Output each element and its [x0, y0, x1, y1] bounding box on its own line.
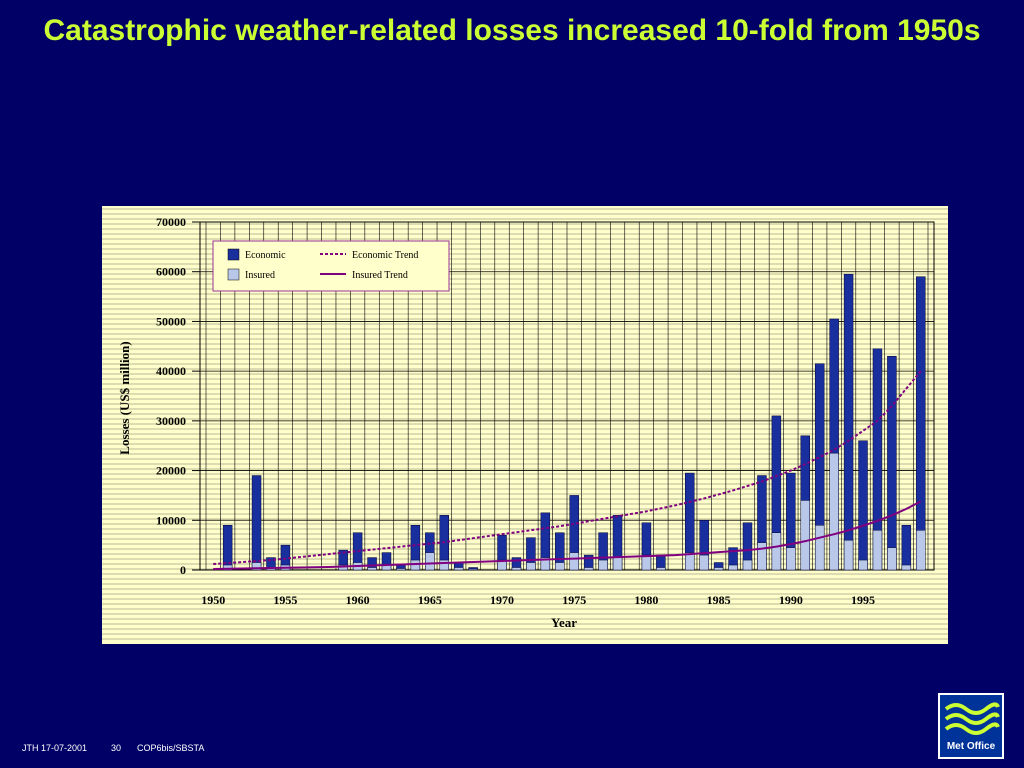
- bar-insured: [540, 557, 551, 571]
- plot-area-border: [199, 221, 935, 571]
- y-tick-label: 50000: [156, 314, 186, 328]
- slide-title: Catastrophic weather-related losses incr…: [43, 14, 981, 47]
- bar-insured: [526, 562, 536, 571]
- x-tick-label: 1990: [779, 593, 803, 607]
- bar-insured: [367, 567, 377, 571]
- x-tick-label: 1995: [851, 593, 875, 607]
- legend-label-economic-trend: Economic Trend: [352, 250, 418, 261]
- x-tick-label: 1980: [634, 593, 658, 607]
- bar-insured: [685, 552, 695, 571]
- legend-swatch-insured: [227, 268, 240, 281]
- losses-chart: 0 10000 20000 30000 40000 50000 60000 70000 195…: [102, 208, 948, 640]
- waves-icon: [944, 702, 1000, 735]
- logo-text: Met Office: [946, 741, 996, 752]
- x-tick-label: 1970: [490, 593, 514, 607]
- legend: Economic Insured Economic Trend Insured …: [212, 240, 450, 292]
- bar-insured: [641, 554, 652, 571]
- x-tick-label: 1955: [273, 593, 297, 607]
- bar-insured: [396, 568, 406, 571]
- footer-author-date: JTH 17-07-2001: [22, 743, 88, 753]
- y-tick-label: 40000: [156, 364, 186, 378]
- bar-economic: [251, 475, 262, 571]
- bar-insured: [916, 529, 926, 571]
- x-axis-label: Year: [551, 615, 577, 630]
- footer-page-number: 30: [111, 743, 122, 753]
- bar-insured: [800, 500, 810, 571]
- insured-trend-line: [213, 500, 922, 571]
- chart-frame: 0 10000 20000 30000 40000 50000 60000 70000 195…: [102, 206, 948, 644]
- bar-insured: [583, 567, 594, 571]
- bar-insured: [713, 567, 724, 571]
- bar-insured: [569, 552, 579, 571]
- y-tick-labels: 0 10000 20000 30000 40000 50000 60000 70000: [156, 215, 200, 577]
- y-tick-label: 70000: [156, 215, 186, 229]
- bar-insured: [786, 547, 796, 571]
- bar-insured: [742, 559, 753, 571]
- bar-insured: [887, 547, 897, 571]
- bar-insured: [251, 562, 262, 571]
- bar-insured: [222, 564, 233, 571]
- y-tick-label: 20000: [156, 464, 186, 478]
- y-axis-label: Losses (US$ million): [117, 341, 132, 454]
- footer-event: COP6bis/SBSTA: [137, 743, 205, 753]
- legend-label-insured-trend: Insured Trend: [352, 270, 408, 281]
- bar-insured: [511, 567, 522, 571]
- x-tick-label: 1985: [707, 593, 731, 607]
- bar-economic: [887, 355, 897, 571]
- bar-insured: [699, 554, 709, 571]
- y-tick-label: 60000: [156, 265, 186, 279]
- x-tick-label: 1950: [201, 593, 225, 607]
- x-tick-label: 1965: [418, 593, 442, 607]
- bar-insured: [555, 562, 565, 571]
- bar-insured: [829, 452, 839, 571]
- bar-insured: [425, 552, 435, 571]
- x-tick-label: 1975: [562, 593, 586, 607]
- bar-insured: [598, 559, 608, 571]
- bar-insured: [453, 567, 464, 571]
- bar-economic: [901, 525, 912, 571]
- bar-insured: [757, 542, 767, 571]
- bar-insured: [728, 564, 738, 571]
- met-office-logo: Met Office: [938, 693, 1004, 759]
- y-tick-label: 10000: [156, 513, 186, 527]
- x-tick-labels: 1950 1955 1960 1965 1970 1975 1980 1985 1990 1995: [201, 593, 875, 607]
- y-tick-label: 30000: [156, 414, 186, 428]
- bar-insured: [656, 567, 666, 571]
- trend-lines: [213, 370, 922, 571]
- legend-label-economic: Economic: [245, 250, 286, 261]
- legend-label-insured: Insured: [245, 270, 275, 281]
- bar-economic: [843, 273, 854, 571]
- x-tick-label: 1960: [346, 593, 370, 607]
- y-tick-label: 0: [180, 563, 186, 577]
- bar-economic: [858, 440, 868, 571]
- bar-insured: [901, 564, 912, 571]
- bar-economic: [916, 276, 926, 571]
- bar-insured: [814, 525, 825, 571]
- economic-trend-line: [213, 370, 922, 566]
- bar-insured: [771, 532, 782, 571]
- legend-swatch-economic: [227, 248, 240, 261]
- bar-insured: [872, 529, 883, 571]
- bar-insured: [439, 559, 449, 571]
- bar-insured: [612, 557, 623, 571]
- legend-box: [212, 240, 450, 292]
- bar-insured: [468, 568, 478, 571]
- bar-insured: [858, 559, 868, 571]
- bars: [222, 273, 926, 571]
- bar-insured: [843, 539, 854, 571]
